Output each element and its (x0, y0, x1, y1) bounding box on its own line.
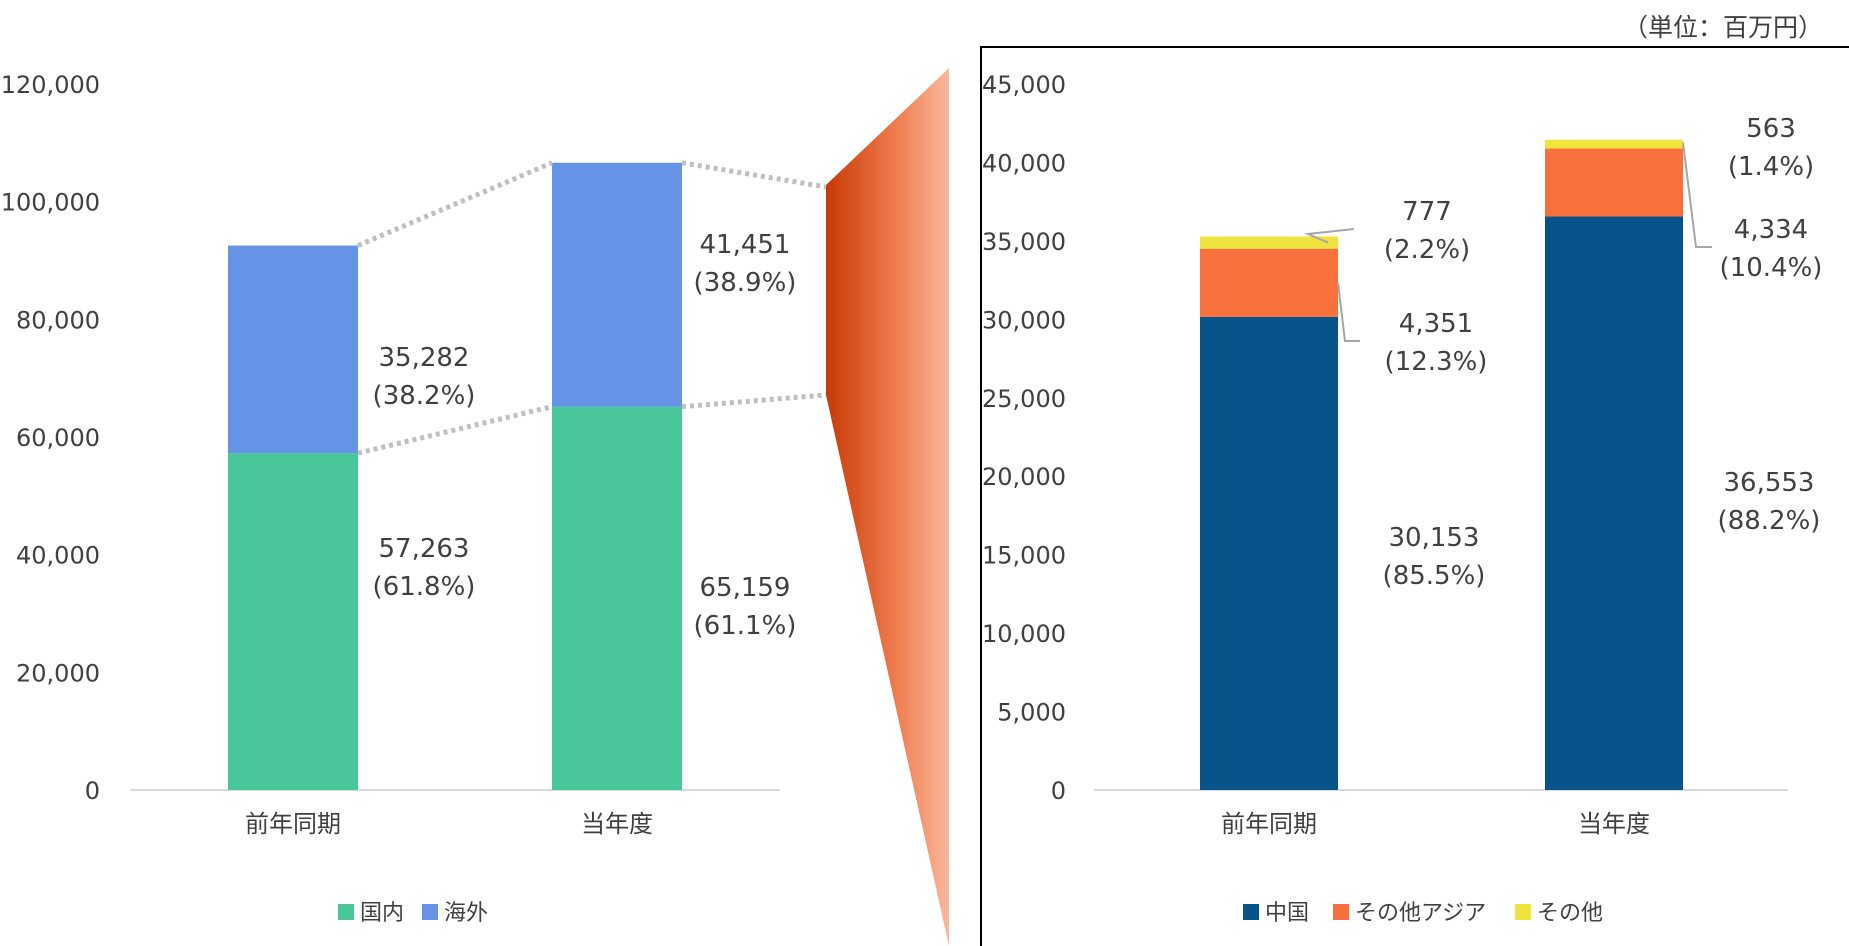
right-y-tick-label: 30,000 (982, 306, 1066, 334)
unit-note: （単位：百万円） (1622, 13, 1823, 42)
left-data-label: 35,282 (379, 343, 470, 373)
left-data-label: 41,451 (700, 230, 791, 260)
right-y-tick-label: 35,000 (982, 228, 1066, 256)
left-bar-segment (228, 453, 358, 790)
right-y-tick-label: 25,000 (982, 385, 1066, 413)
right-legend-swatch (1515, 904, 1531, 920)
left-data-label: (38.9%) (694, 268, 797, 298)
right-y-tick-label: 45,000 (982, 71, 1066, 99)
right-y-tick-label: 5,000 (997, 699, 1066, 727)
right-data-label: (85.5%) (1383, 561, 1486, 591)
right-legend-swatch (1333, 904, 1349, 920)
right-bar-segment (1545, 139, 1683, 149)
left-connector-line (357, 404, 553, 456)
left-data-label: 57,263 (379, 534, 470, 564)
left-chart: 0 20,000 40,000 60,000 80,000 100,000 120,000 前… (1, 71, 827, 926)
right-data-label: 777 (1402, 197, 1452, 227)
left-data-label: (61.8%) (373, 572, 476, 602)
zoom-wedge (826, 68, 949, 946)
right-leader-line (1682, 142, 1712, 248)
left-connector-line (681, 392, 827, 410)
right-bar-segment (1545, 148, 1683, 217)
right-legend-swatch (1243, 904, 1259, 920)
right-data-label: (10.4%) (1720, 253, 1823, 283)
right-legend-label: その他アジア (1355, 901, 1486, 926)
right-legend-label: 中国 (1265, 901, 1309, 926)
left-connector-line (681, 160, 827, 190)
right-legend-label: その他 (1537, 901, 1603, 926)
right-data-label: (1.4%) (1728, 152, 1814, 182)
right-y-tick-label: 20,000 (982, 463, 1066, 491)
left-legend-swatch (422, 904, 438, 920)
right-chart-frame (980, 46, 1849, 946)
left-y-tick-label: 120,000 (1, 71, 100, 99)
right-x-tick-label: 当年度 (1578, 810, 1650, 838)
right-x-tick-label: 前年同期 (1221, 810, 1317, 838)
right-leader-line (1337, 282, 1360, 342)
left-legend-label: 国内 (360, 901, 404, 926)
left-legend-label: 海外 (444, 901, 488, 926)
right-chart: 0 5,000 10,000 15,000 20,000 25,000 30,000 35,0… (980, 46, 1849, 946)
left-x-tick-label: 当年度 (581, 810, 653, 838)
right-y-tick-label: 15,000 (982, 542, 1066, 570)
left-y-tick-label: 20,000 (16, 659, 100, 687)
left-bar-segment (552, 406, 682, 790)
right-y-tick-label: 40,000 (982, 149, 1066, 177)
left-y-tick-label: 100,000 (1, 189, 100, 217)
right-data-label: 36,553 (1724, 468, 1815, 498)
right-data-label: 563 (1746, 114, 1796, 144)
left-legend-swatch (338, 904, 354, 920)
left-bar-segment (228, 245, 358, 454)
left-data-label: 65,159 (700, 573, 791, 603)
right-data-label: 4,351 (1399, 309, 1473, 339)
right-bar-segment (1545, 216, 1683, 790)
left-bar-segment (552, 162, 682, 407)
right-data-label: (12.3%) (1385, 347, 1488, 377)
left-data-label: (61.1%) (694, 611, 797, 641)
right-data-label: 30,153 (1389, 523, 1480, 553)
left-x-tick-label: 前年同期 (245, 810, 341, 838)
right-bar-segment (1200, 248, 1338, 317)
right-leader-line (1304, 228, 1355, 244)
right-y-tick-label: 10,000 (982, 620, 1066, 648)
right-data-label: (2.2%) (1384, 235, 1470, 265)
left-y-tick-label: 40,000 (16, 542, 100, 570)
right-bar-segment (1200, 236, 1338, 249)
left-y-tick-label: 0 (85, 777, 100, 805)
left-connector-line (357, 160, 553, 248)
right-y-tick-label: 0 (1051, 777, 1066, 805)
right-data-label: (88.2%) (1718, 506, 1821, 536)
left-data-label: (38.2%) (373, 381, 476, 411)
left-y-tick-label: 80,000 (16, 306, 100, 334)
right-data-label: 4,334 (1734, 215, 1808, 245)
right-bar-segment (1200, 316, 1338, 790)
left-y-tick-label: 60,000 (16, 424, 100, 452)
